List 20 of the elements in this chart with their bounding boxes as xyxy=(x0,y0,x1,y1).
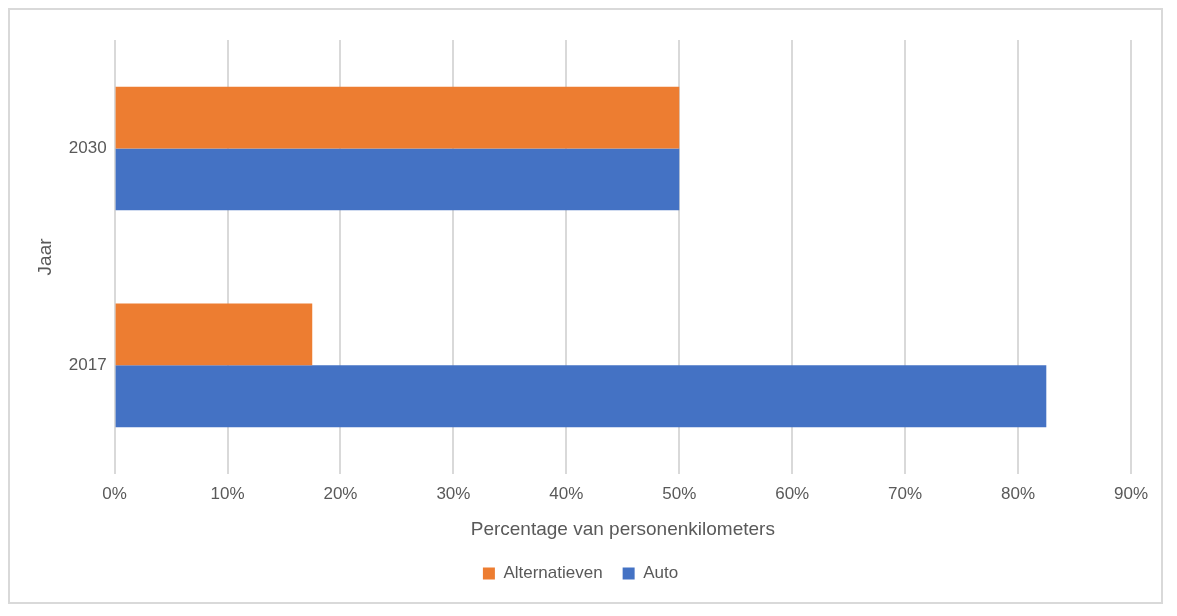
x-tick-label: 0% xyxy=(102,483,127,503)
legend-label: Alternatieven xyxy=(503,563,603,583)
bar xyxy=(115,86,680,149)
x-tick-label: 90% xyxy=(1113,483,1149,503)
x-tick-label: 60% xyxy=(775,483,810,503)
bar xyxy=(115,303,313,366)
x-tick-label: 10% xyxy=(210,483,245,503)
bar xyxy=(115,365,1047,428)
x-tick-label: 40% xyxy=(549,483,584,503)
x-tick-label: 30% xyxy=(436,483,471,503)
x-tick-label: 70% xyxy=(888,483,923,503)
y-tick-label: 2017 xyxy=(68,355,107,375)
y-axis-title: Jaar xyxy=(33,237,55,276)
x-tick-label: 80% xyxy=(1001,483,1036,503)
x-axis-title: Percentage van personenkilometers xyxy=(470,517,775,539)
y-tick-label: 2030 xyxy=(68,138,107,158)
legend-label: Auto xyxy=(643,563,679,583)
bar xyxy=(115,148,680,211)
x-tick-label: 50% xyxy=(662,483,697,503)
x-tick-label: 20% xyxy=(323,483,358,503)
